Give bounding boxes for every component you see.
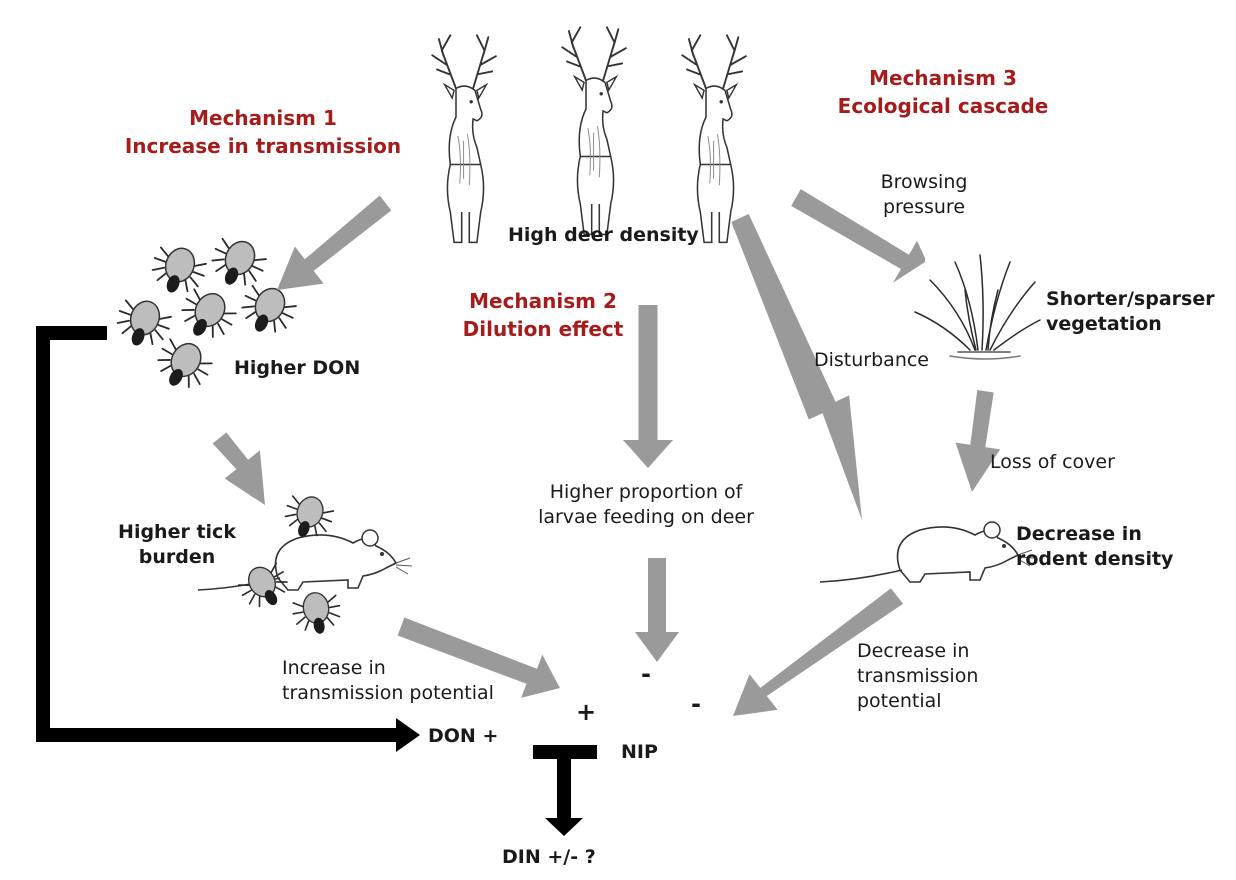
edge-label-browsing-pressure: Browsing pressure xyxy=(858,170,990,220)
mechanism-1-heading: Mechanism 1 Increase in transmission xyxy=(122,104,404,160)
mechanism-2-heading: Mechanism 2 Dilution effect xyxy=(448,287,638,343)
arrow-tick-burden-to-nip xyxy=(397,617,560,698)
sign-minus-center: - xyxy=(641,660,651,688)
node-rodent-line1: Decrease in xyxy=(1016,523,1142,545)
node-din: DIN +/- ? xyxy=(502,846,596,868)
arrow-deer-to-vegetation xyxy=(791,189,925,283)
arrow-deer-to-larvae xyxy=(623,305,673,468)
node-larvae-feeding-on-deer: Higher proportion of larvae feeding on d… xyxy=(518,480,774,530)
edge-increase-line2: transmission potential xyxy=(282,682,494,704)
edge-label-loss-of-cover: Loss of cover xyxy=(990,451,1115,473)
node-higher-tick-burden: Higher tick burden xyxy=(112,520,242,570)
edge-label-decrease-transmission-potential: Decrease in transmission potential xyxy=(857,639,978,714)
arrow-don-feedback-to-don-plus xyxy=(36,718,420,752)
mechanism-3-number: Mechanism 3 xyxy=(869,66,1017,90)
feedback-arrows xyxy=(36,326,597,836)
node-nip: NIP xyxy=(621,741,658,763)
edge-increase-line1: Increase in xyxy=(282,657,386,679)
node-higher-don: Higher DON xyxy=(234,357,361,379)
edge-label-disturbance: Disturbance xyxy=(814,349,929,371)
feedback-line-top xyxy=(36,326,107,340)
mechanism-1-number: Mechanism 1 xyxy=(189,106,337,130)
node-vegetation-line1: Shorter/sparser xyxy=(1046,288,1215,310)
edge-decrease-line3: potential xyxy=(857,690,942,712)
node-high-deer-density: High deer density xyxy=(508,224,699,246)
feedback-line-vertical xyxy=(36,326,50,742)
node-higher-tick-burden-line1: Higher tick xyxy=(118,521,236,543)
node-decrease-in-rodent-density: Decrease in rodent density xyxy=(1016,522,1173,572)
grass-tuft-icon xyxy=(914,254,1041,360)
rodent-icon xyxy=(819,521,1035,583)
arrow-larvae-to-nip xyxy=(635,558,679,662)
node-larvae-line1: Higher proportion of xyxy=(549,481,743,503)
nip-bar xyxy=(533,745,597,759)
arrow-nip-to-din xyxy=(545,759,583,836)
causal-arrows xyxy=(212,189,1001,716)
node-higher-tick-burden-line2: burden xyxy=(138,546,216,568)
mechanism-2-title: Dilution effect xyxy=(462,317,624,341)
edge-browsing-line2: pressure xyxy=(882,196,966,218)
mechanism-3-title: Ecological cascade xyxy=(837,94,1049,118)
edge-decrease-line1: Decrease in xyxy=(857,640,970,662)
deer-icon xyxy=(431,26,747,244)
edge-decrease-line2: transmission xyxy=(857,665,979,687)
sign-minus-right: - xyxy=(691,690,701,718)
mechanism-3-heading: Mechanism 3 Ecological cascade xyxy=(832,64,1054,120)
sign-plus: + xyxy=(576,698,597,726)
arrow-deer-disturbance-to-rodent xyxy=(731,214,862,520)
arrow-vegetation-to-rodent xyxy=(955,390,1001,492)
mechanism-1-title: Increase in transmission xyxy=(124,134,402,158)
node-vegetation-line2: vegetation xyxy=(1046,313,1162,335)
edge-browsing-line1: Browsing xyxy=(880,171,968,193)
arrow-deer-to-don xyxy=(277,195,392,290)
arrow-rodent-to-nip xyxy=(733,588,904,716)
node-shorter-sparser-vegetation: Shorter/sparser vegetation xyxy=(1046,287,1215,337)
node-larvae-line2: larvae feeding on deer xyxy=(538,506,754,528)
node-rodent-line2: rodent density xyxy=(1016,548,1174,570)
arrow-don-to-tick-burden xyxy=(212,432,265,505)
node-don-plus: DON + xyxy=(428,725,499,747)
edge-label-increase-transmission-potential: Increase in transmission potential xyxy=(282,656,494,706)
mechanism-2-number: Mechanism 2 xyxy=(469,289,617,313)
